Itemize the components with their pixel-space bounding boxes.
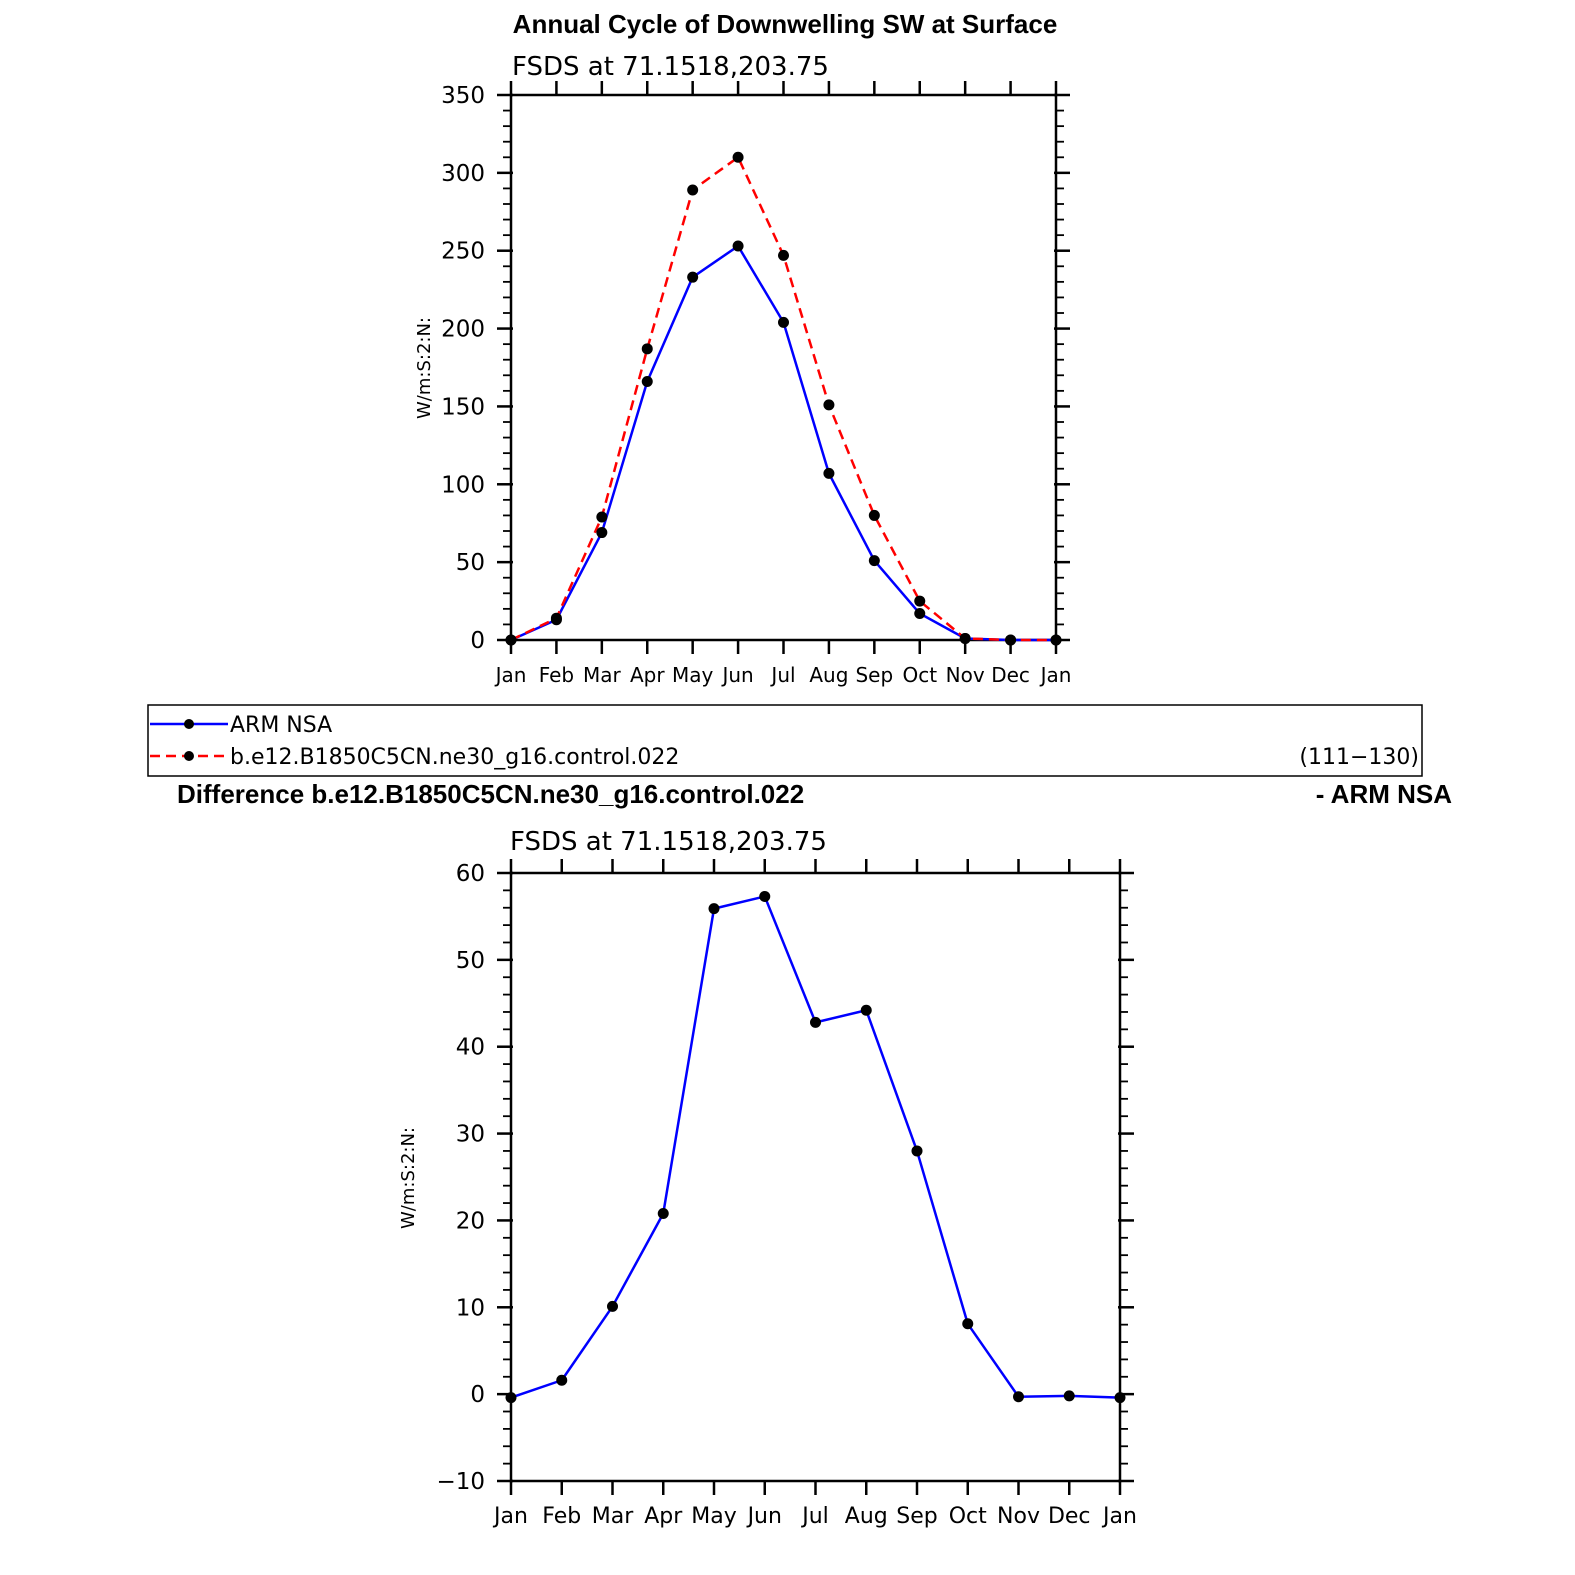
series-1-point-7	[810, 1016, 821, 1028]
y-tick-label: 100	[441, 472, 485, 498]
y-tick-label: 300	[441, 161, 485, 187]
series-1-point-12	[1063, 1390, 1075, 1402]
y-tick-label: −10	[436, 1469, 485, 1495]
series-line-1	[510, 244, 1056, 642]
series-1-point-13	[1114, 1392, 1126, 1404]
series-2-point-5	[687, 184, 699, 196]
x-tick-label: Dec	[1048, 1504, 1091, 1529]
legend-label-model: b.e12.B1850C5CN.ne30_g16.control.022	[230, 745, 679, 770]
series-1-point-7	[778, 316, 789, 328]
legend-years: (111−130)	[1299, 745, 1419, 770]
y-tick-label: 0	[470, 628, 485, 654]
series-1-point-10	[914, 608, 926, 620]
x-tick-label: Apr	[630, 663, 665, 687]
plot-frame	[509, 871, 1122, 1483]
y-tick-label: 10	[456, 1295, 485, 1321]
x-tick-label: Jul	[800, 1504, 829, 1529]
x-tick-label: May	[691, 1504, 736, 1529]
series-1-point-4	[641, 376, 653, 388]
x-tick-label: Aug	[845, 1504, 888, 1529]
bottom-chart-subtitle: FSDS at 71.1518,203.75	[510, 827, 827, 857]
series-1-point-4	[657, 1207, 669, 1219]
x-tick-label: Sep	[855, 663, 893, 687]
x-tick-label: Nov	[997, 1504, 1040, 1529]
series-1-point-8	[860, 1004, 872, 1016]
x-tick-label: Dec	[991, 663, 1030, 687]
legend-marker-arm	[184, 719, 194, 729]
series-2-point-9	[868, 509, 880, 521]
top-chart-subtitle: FSDS at 71.1518,203.75	[512, 52, 829, 82]
series-1-point-11	[1013, 1391, 1024, 1403]
x-tick-label: Nov	[946, 663, 985, 687]
series-1-point-5	[687, 271, 699, 283]
y-tick-label: 20	[456, 1208, 485, 1234]
y-tick-label: 350	[441, 83, 485, 109]
series-2-point-10	[914, 595, 926, 607]
x-tick-label: Jan	[1101, 1504, 1137, 1529]
y-tick-label: 200	[441, 317, 485, 343]
series-2-point-7	[778, 249, 789, 261]
x-tick-label: Feb	[539, 663, 574, 687]
x-tick-label: Oct	[902, 663, 937, 687]
series-2-point-4	[641, 343, 653, 355]
series-1-point-3	[596, 527, 608, 539]
y-tick-label: 60	[456, 861, 485, 887]
series-1-point-10	[962, 1318, 974, 1330]
x-tick-label: Mar	[592, 1504, 634, 1529]
top-plot-area: 0 50 100 150 200 250 300 350 Jan Feb Mar Apr May Jun J…	[441, 81, 1071, 687]
top-y-axis-label: W/m:S:2:N:	[414, 317, 435, 419]
series-1-point-8	[823, 467, 835, 479]
y-tick-label: 50	[456, 550, 485, 576]
bottom-y-axis-label: W/m:S:2:N:	[398, 1127, 419, 1229]
x-tick-label: Jun	[720, 663, 753, 687]
x-tick-label: Jun	[746, 1504, 782, 1529]
series-2-point-13	[1050, 634, 1062, 646]
x-tick-label: Jan	[492, 1504, 528, 1529]
series-2-point-1	[505, 634, 517, 646]
legend-box	[147, 704, 1423, 777]
x-tick-label: Aug	[809, 663, 848, 687]
x-tick-label: May	[672, 663, 714, 687]
top-chart-title: Annual Cycle of Downwelling SW at Surfac…	[513, 9, 1058, 39]
y-tick-label: 50	[456, 948, 485, 974]
bottom-chart-title: Difference b.e12.B1850C5CN.ne30_g16.cont…	[177, 779, 804, 809]
x-tick-label: Mar	[583, 663, 622, 687]
series-1-point-3	[607, 1300, 618, 1312]
series-2-point-12	[1005, 634, 1017, 646]
legend: ARM NSA b.e12.B1850C5CN.ne30_g16.control…	[147, 704, 1423, 777]
plot-frame	[509, 93, 1058, 642]
series-1-point-9	[911, 1145, 923, 1157]
y-tick-label: 30	[456, 1122, 485, 1148]
y-tick-label: 0	[470, 1382, 485, 1408]
legend-marker-model	[184, 751, 194, 761]
series-2-point-8	[823, 399, 835, 411]
legend-label-arm: ARM NSA	[230, 713, 332, 738]
series-1-point-2	[556, 1374, 568, 1386]
x-tick-label: Jan	[494, 663, 527, 687]
x-tick-label: Feb	[542, 1504, 581, 1529]
bottom-chart-title-suffix: - ARM NSA	[1316, 779, 1452, 809]
x-tick-label: Oct	[949, 1504, 987, 1529]
bottom-plot-area: −10 0 10 20 30 40 50 60 Jan Feb Mar Apr May Jun Jul Aug…	[436, 859, 1137, 1529]
series-1-point-1	[505, 1392, 517, 1404]
series-2-point-6	[732, 151, 744, 163]
series-2-point-11	[959, 632, 971, 644]
y-tick-label: 250	[441, 239, 485, 265]
y-tick-label: 40	[456, 1035, 485, 1061]
x-tick-label: Apr	[644, 1504, 683, 1529]
series-1-point-9	[868, 555, 880, 567]
series-line-1	[510, 895, 1121, 1399]
series-2-point-2	[550, 612, 562, 624]
x-tick-label: Jul	[769, 663, 795, 687]
series-1-point-5	[708, 903, 720, 915]
x-tick-label: Sep	[896, 1504, 937, 1529]
y-tick-label: 150	[441, 394, 485, 420]
series-1-point-6	[732, 240, 744, 252]
series-2-point-3	[596, 511, 608, 523]
series-1-point-6	[759, 890, 771, 902]
series-line-2	[510, 156, 1056, 642]
x-tick-label: Jan	[1039, 663, 1072, 687]
